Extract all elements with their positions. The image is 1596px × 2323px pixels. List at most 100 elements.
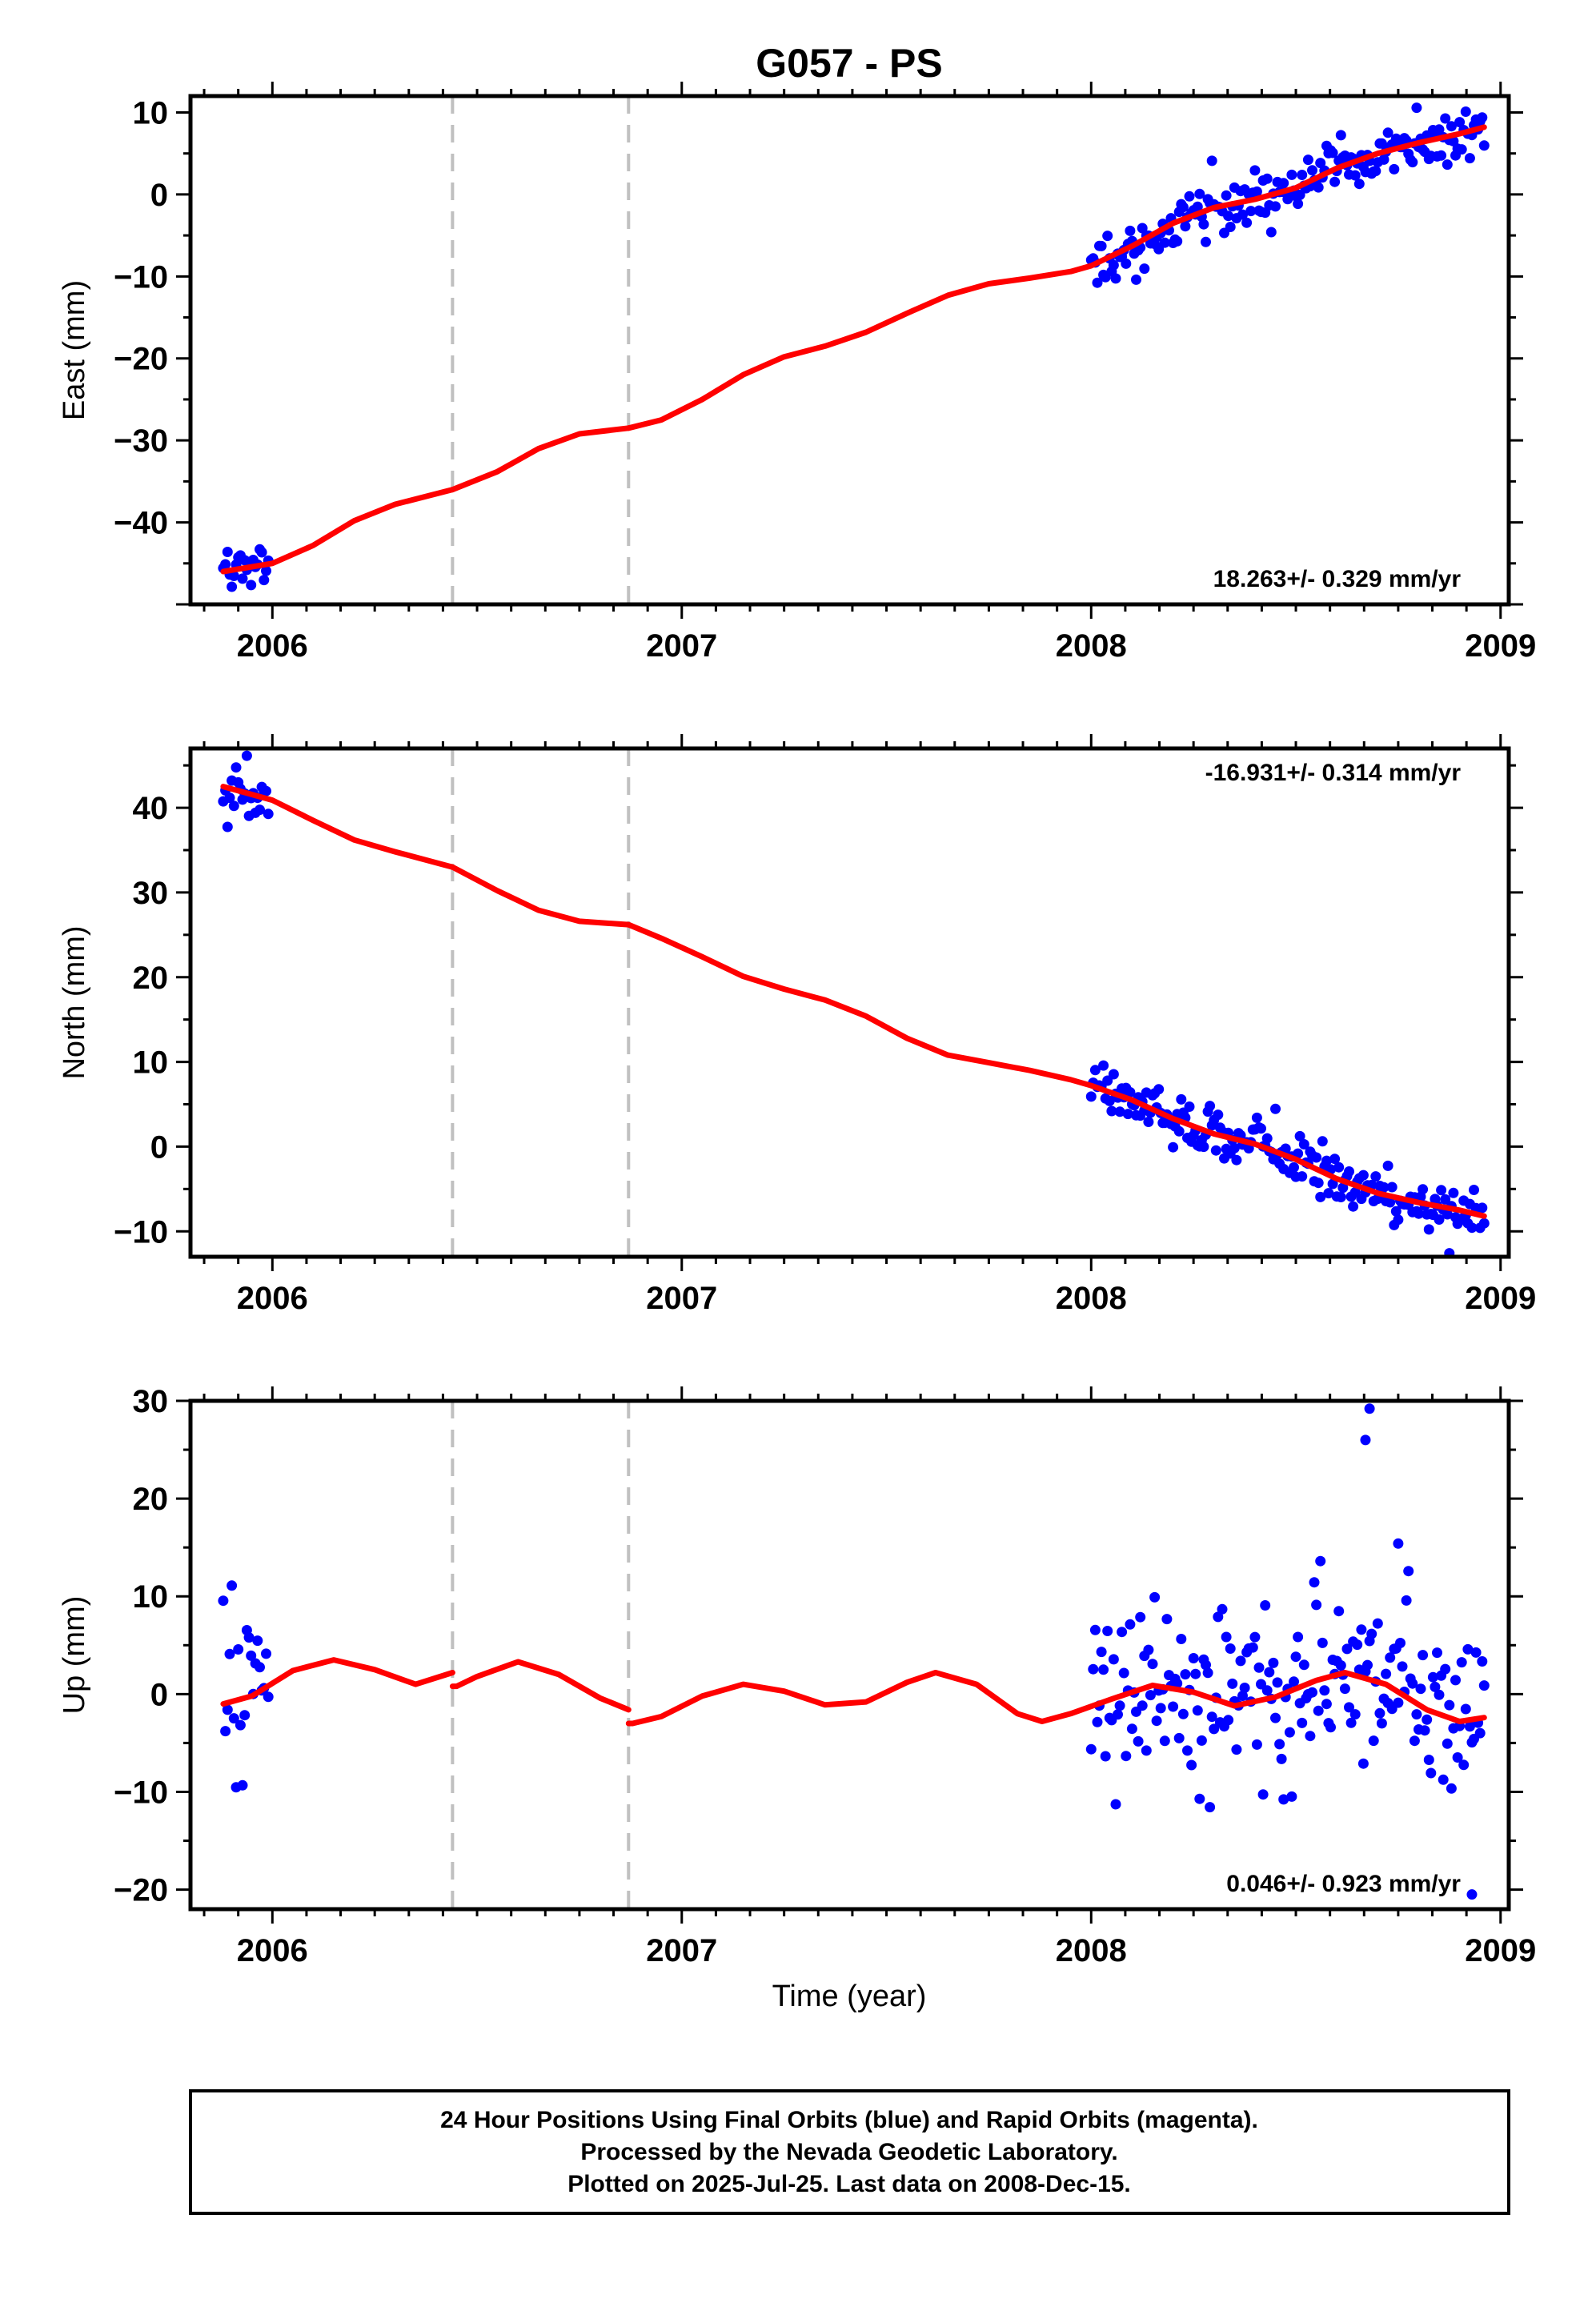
data-point [1442, 1738, 1453, 1749]
data-point [1188, 1653, 1199, 1663]
data-point [1469, 1185, 1479, 1195]
chart-title: G057 - PS [756, 41, 942, 86]
y-tick-label: −30 [114, 423, 168, 459]
data-point [1096, 1647, 1107, 1658]
x-tick-label: 2006 [237, 1281, 308, 1316]
data-point [1294, 190, 1305, 200]
data-point [252, 1635, 263, 1647]
data-point [1376, 138, 1387, 149]
data-point [1341, 1643, 1353, 1655]
data-point [1180, 221, 1191, 232]
data-point [1231, 1154, 1242, 1166]
data-point [1393, 1214, 1404, 1226]
data-point [1206, 155, 1217, 167]
data-point [1100, 1751, 1111, 1762]
data-point [1131, 274, 1141, 285]
data-point [1349, 1187, 1361, 1198]
data-point [218, 1595, 229, 1607]
data-point [1265, 227, 1277, 238]
data-point [1311, 1599, 1322, 1611]
data-point [233, 1644, 244, 1655]
data-point [1205, 1101, 1216, 1112]
data-point [1194, 1793, 1205, 1804]
data-point [1251, 1112, 1262, 1123]
data-point [222, 547, 233, 557]
x-tick-label: 2007 [646, 1281, 717, 1316]
y-tick-label: 40 [133, 791, 169, 826]
data-point [1098, 1664, 1109, 1675]
data-point [1192, 201, 1203, 212]
data-point [1349, 170, 1361, 181]
data-point [1418, 1184, 1429, 1195]
data-point [1419, 1725, 1430, 1736]
data-point [1225, 1643, 1236, 1654]
x-axis-label: Time (year) [772, 1980, 927, 2013]
data-point [1444, 1248, 1455, 1257]
data-point [1385, 1652, 1396, 1663]
data-point [1321, 1699, 1332, 1710]
plot-frame [188, 1398, 1511, 1912]
x-tick-label: 2006 [237, 628, 308, 664]
x-tick-label: 2008 [1056, 1933, 1127, 1968]
data-point [1423, 1224, 1434, 1235]
data-point [1397, 1661, 1408, 1672]
data-point [1381, 1668, 1392, 1679]
data-point [1327, 1178, 1338, 1190]
data-point [239, 1710, 251, 1721]
data-point [1409, 1735, 1420, 1747]
data-point [1430, 1681, 1441, 1692]
data-point [1293, 199, 1304, 210]
y-tick-label: −40 [114, 506, 168, 541]
data-point [1415, 1683, 1426, 1695]
data-point [1289, 1162, 1299, 1173]
data-point [1237, 1691, 1248, 1701]
observation-points [218, 750, 1490, 1257]
data-point [1118, 1667, 1129, 1679]
data-point [1422, 1714, 1433, 1725]
data-point [1294, 1130, 1305, 1141]
data-point [1462, 1643, 1474, 1655]
data-point [1272, 1677, 1283, 1688]
data-point [1349, 1709, 1361, 1720]
data-point [1315, 1555, 1326, 1567]
data-point [1313, 1178, 1324, 1189]
data-point [1311, 1152, 1322, 1163]
observation-points [218, 102, 1490, 592]
data-point [1172, 235, 1183, 247]
data-point [1329, 1153, 1341, 1165]
footer-line-2: Processed by the Nevada Geodetic Laborat… [580, 2139, 1117, 2165]
data-point [1261, 1685, 1273, 1696]
data-point [1198, 1141, 1209, 1153]
data-point [1446, 1783, 1457, 1794]
data-point [1411, 1709, 1422, 1720]
data-point [1121, 1751, 1132, 1762]
data-point [1313, 1705, 1324, 1716]
plot-frame [188, 94, 1511, 607]
data-point [1121, 258, 1132, 269]
data-point [1474, 1727, 1486, 1739]
data-point [1261, 173, 1273, 184]
data-point [1478, 1680, 1490, 1691]
data-point [1135, 1611, 1146, 1623]
data-point [1418, 1650, 1429, 1661]
data-point [1323, 1188, 1334, 1199]
data-point [1137, 1700, 1148, 1711]
y-tick-label: 10 [133, 1579, 169, 1615]
data-point [1446, 121, 1457, 132]
data-point [1378, 1182, 1389, 1193]
data-point [231, 762, 242, 773]
data-point [1368, 1735, 1379, 1747]
data-point [1298, 1659, 1309, 1671]
data-point [1223, 211, 1234, 222]
model-curve-segment-2 [449, 1659, 632, 1713]
data-point [237, 1779, 248, 1791]
data-point [241, 750, 252, 761]
data-point [1278, 178, 1289, 189]
data-point [1293, 1631, 1304, 1643]
data-point [1407, 157, 1418, 168]
data-point [1297, 1171, 1308, 1182]
data-point [1374, 1707, 1385, 1719]
data-point [1264, 1667, 1275, 1678]
data-point [1102, 1626, 1113, 1636]
data-point [1257, 1789, 1269, 1800]
